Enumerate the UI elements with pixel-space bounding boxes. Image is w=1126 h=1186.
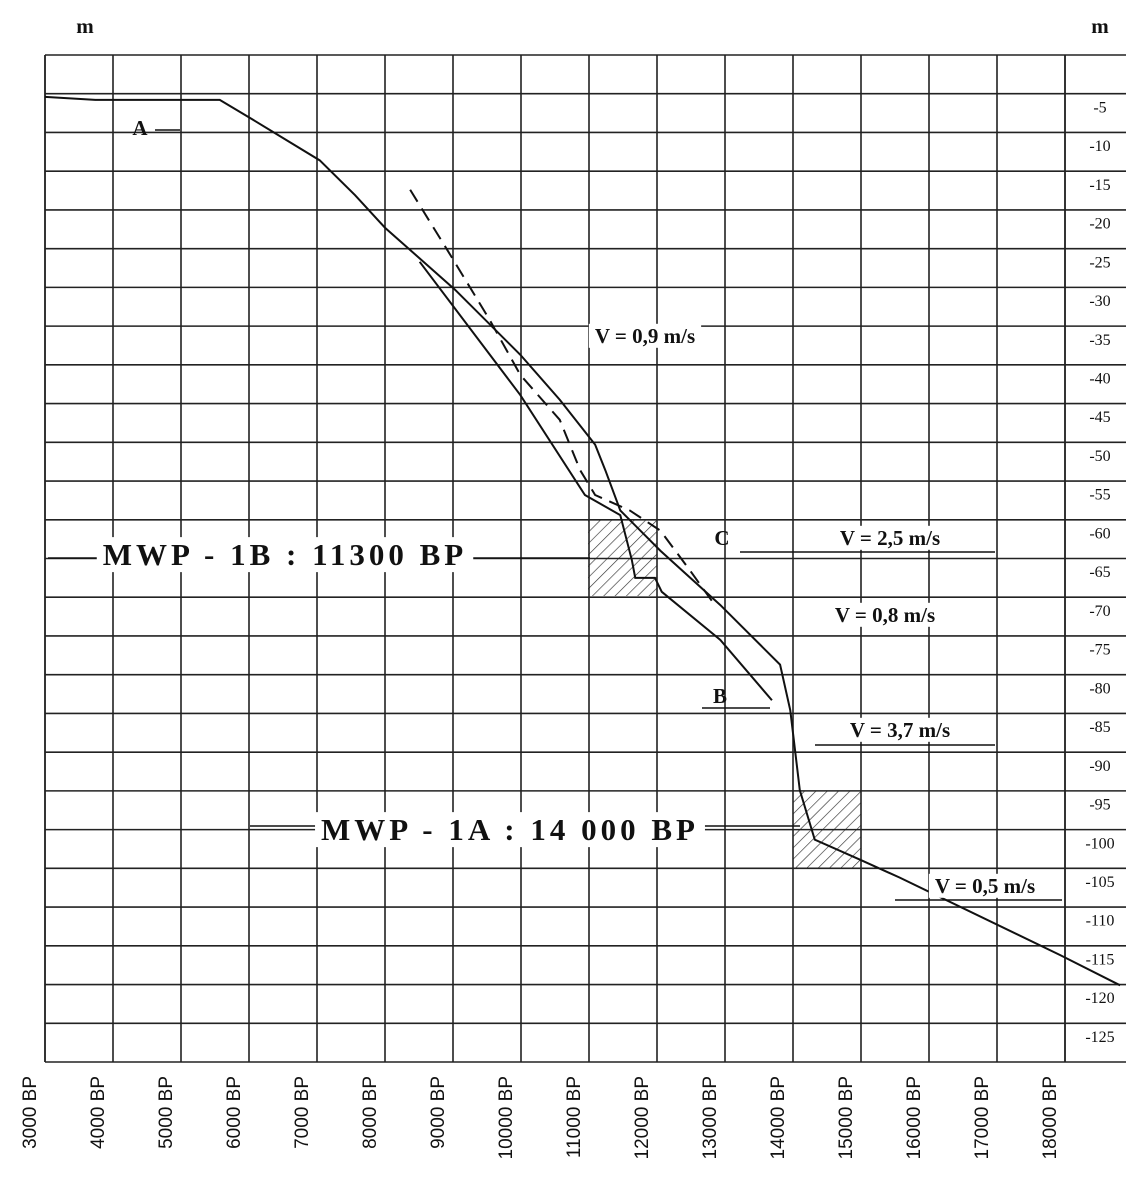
x-tick-label: 17000 BP [972, 1076, 993, 1159]
x-tick-label: 15000 BP [836, 1076, 857, 1159]
y-tick-label: -60 [1089, 525, 1110, 542]
series-label: C [714, 526, 729, 550]
y-tick-label: -110 [1086, 913, 1115, 930]
x-tick-label: 5000 BP [156, 1076, 177, 1149]
series-label: B [713, 684, 727, 708]
annotation: V = 0,5 m/s [935, 874, 1035, 898]
annotation-bg [843, 717, 957, 742]
x-tick-label: 12000 BP [632, 1076, 653, 1159]
annotation: V = 0,8 m/s [835, 603, 935, 627]
annotation: V = 2,5 m/s [840, 526, 940, 550]
x-tick-label: 13000 BP [700, 1076, 721, 1159]
y-tick-label: -125 [1085, 1029, 1114, 1046]
x-tick-label: 9000 BP [428, 1076, 449, 1149]
y-tick-label: -20 [1089, 216, 1110, 233]
x-tick-label: 10000 BP [496, 1076, 517, 1159]
y-tick-label: -75 [1089, 642, 1110, 659]
annotation: V = 0,9 m/s [595, 324, 695, 348]
y-tick-label: -120 [1085, 990, 1114, 1007]
y-tick-label: -95 [1089, 797, 1110, 814]
annotation-bg [928, 873, 1042, 898]
y-tick-label: -80 [1089, 680, 1110, 697]
y-tick-label: -90 [1089, 758, 1110, 775]
y-tick-label: -50 [1089, 448, 1110, 465]
y-tick-label: -35 [1089, 332, 1110, 349]
annotation-bg [315, 812, 705, 848]
marks: 3000 BP 4000 BP 5000 BP 6000 BP 7000 BP 8000 … [20, 54, 1126, 1159]
y-tick-label: -25 [1089, 254, 1110, 271]
y-tick-label: -45 [1089, 409, 1110, 426]
series-line [418, 261, 773, 701]
y-tick-label: -70 [1089, 603, 1110, 620]
series-line [44, 95, 1121, 987]
hatched-zone [588, 519, 657, 596]
x-tick-label: 3000 BP [20, 1076, 41, 1149]
y-tick-label: -105 [1085, 874, 1114, 891]
annotation-bg [833, 525, 947, 550]
x-tick-label: 14000 BP [768, 1076, 789, 1159]
series-label: A [132, 116, 148, 140]
y-tick-label: -15 [1089, 177, 1110, 194]
annotation-bg [828, 602, 942, 627]
y-tick-label: -100 [1085, 835, 1114, 852]
y-tick-label: -30 [1089, 293, 1110, 310]
y-tick-label: -55 [1089, 487, 1110, 504]
x-tick-label: 8000 BP [360, 1076, 381, 1149]
y-tick-label: -40 [1089, 371, 1110, 388]
axis-unit: m [1091, 14, 1109, 38]
x-tick-label: 16000 BP [904, 1076, 925, 1159]
axis-unit: m [76, 14, 94, 38]
x-tick-label: 7000 BP [292, 1076, 313, 1149]
annotation: V = 3,7 m/s [850, 718, 950, 742]
annotation: MWP - 1B : 11300 BP [103, 537, 467, 572]
y-tick-label: -85 [1089, 719, 1110, 736]
x-tick-label: 11000 BP [564, 1076, 585, 1158]
x-tick-label: 4000 BP [88, 1076, 109, 1149]
series-line [409, 189, 716, 606]
y-tick-label: -5 [1093, 99, 1106, 116]
annotation-bg [96, 537, 474, 573]
y-tick-label: -115 [1086, 951, 1115, 968]
y-tick-label: -10 [1089, 138, 1110, 155]
annotation-bg [588, 323, 702, 348]
y-tick-label: -65 [1089, 564, 1110, 581]
annotation: MWP - 1A : 14 000 BP [321, 812, 699, 847]
x-tick-label: 6000 BP [224, 1076, 245, 1149]
x-tick-label: 18000 BP [1040, 1076, 1061, 1159]
